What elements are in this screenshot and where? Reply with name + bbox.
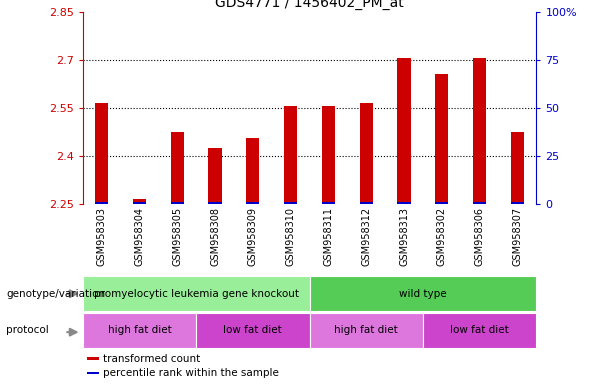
Bar	[511, 202, 524, 204]
Bar	[360, 202, 373, 204]
Text: protocol: protocol	[6, 325, 49, 335]
Bar	[284, 106, 297, 204]
Bar	[133, 202, 146, 204]
Bar	[208, 147, 222, 204]
Bar	[87, 358, 99, 360]
Bar	[95, 202, 109, 204]
Text: promyelocytic leukemia gene knockout: promyelocytic leukemia gene knockout	[94, 289, 299, 299]
Text: genotype/variation: genotype/variation	[6, 289, 105, 299]
Text: GSM958309: GSM958309	[248, 207, 258, 266]
Text: GSM958306: GSM958306	[474, 207, 485, 266]
Bar	[511, 131, 524, 204]
Text: percentile rank within the sample: percentile rank within the sample	[103, 368, 279, 378]
Text: transformed count: transformed count	[103, 354, 200, 364]
Text: GSM958308: GSM958308	[210, 207, 220, 266]
Bar	[473, 58, 486, 204]
Text: GSM958303: GSM958303	[97, 207, 107, 266]
Bar	[360, 103, 373, 204]
Bar	[423, 313, 536, 348]
Bar	[310, 276, 536, 311]
Bar	[284, 202, 297, 204]
Text: low fat diet: low fat diet	[224, 325, 282, 335]
Title: GDS4771 / 1456402_PM_at: GDS4771 / 1456402_PM_at	[215, 0, 404, 10]
Text: low fat diet: low fat diet	[451, 325, 509, 335]
Bar	[208, 202, 222, 204]
Text: GSM958304: GSM958304	[134, 207, 145, 266]
Bar	[196, 313, 310, 348]
Text: GSM958312: GSM958312	[361, 207, 371, 266]
Bar	[397, 58, 411, 204]
Text: GSM958302: GSM958302	[437, 207, 447, 266]
Text: GSM958311: GSM958311	[324, 207, 333, 266]
Text: wild type: wild type	[399, 289, 447, 299]
Text: GSM958310: GSM958310	[286, 207, 295, 266]
Bar	[133, 199, 146, 204]
Bar	[435, 74, 449, 204]
Text: high fat diet: high fat diet	[108, 325, 171, 335]
Text: GSM958307: GSM958307	[512, 207, 522, 266]
Text: high fat diet: high fat diet	[335, 325, 398, 335]
Bar	[87, 372, 99, 374]
Bar	[397, 202, 411, 204]
Bar	[473, 202, 486, 204]
Bar	[246, 138, 259, 204]
Bar	[83, 313, 196, 348]
Text: GSM958305: GSM958305	[172, 207, 182, 266]
Text: GSM958313: GSM958313	[399, 207, 409, 266]
Bar	[322, 106, 335, 204]
Bar	[322, 202, 335, 204]
Bar	[170, 131, 184, 204]
Bar	[83, 276, 310, 311]
Bar	[310, 313, 423, 348]
Bar	[435, 202, 449, 204]
Bar	[246, 202, 259, 204]
Bar	[170, 202, 184, 204]
Bar	[95, 103, 109, 204]
